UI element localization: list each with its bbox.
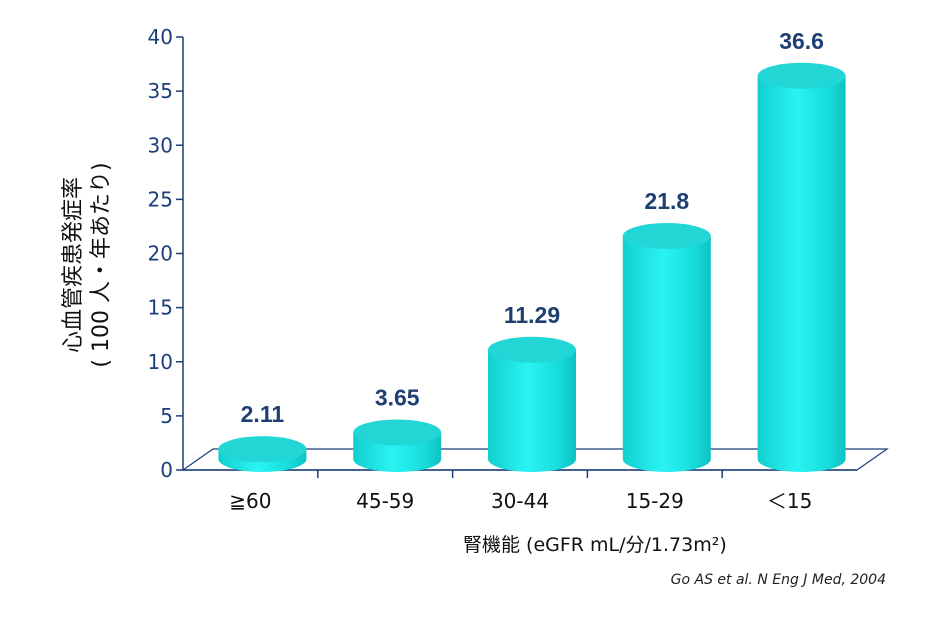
bar-top bbox=[218, 436, 307, 463]
bar bbox=[353, 419, 442, 472]
bar-top bbox=[488, 336, 576, 363]
bar-value-label: 36.6 bbox=[779, 28, 824, 54]
y-axis-title: 心血管疾患発症率 ( 100 人・年あたり) bbox=[48, 150, 120, 380]
bar-value-label: 2.11 bbox=[241, 401, 285, 427]
y-axis-title-line-2: ( 100 人・年あたり) bbox=[89, 162, 114, 368]
bar-top bbox=[622, 223, 711, 250]
y-tick-label: 30 bbox=[148, 133, 173, 157]
y-tick-label: 15 bbox=[148, 296, 173, 320]
x-axis-title: 腎機能 (eGFR mL/分/1.73m²) bbox=[463, 534, 727, 556]
x-tick-label: ＜15 bbox=[767, 489, 812, 513]
bar-top bbox=[353, 419, 442, 446]
x-tick-label: 30-44 bbox=[491, 489, 549, 513]
y-tick-label: 40 bbox=[148, 25, 173, 49]
bar bbox=[218, 436, 307, 472]
y-tick-label: 35 bbox=[148, 79, 173, 103]
y-tick-label: 0 bbox=[160, 458, 173, 482]
x-tick-label: ≧60 bbox=[229, 489, 271, 513]
x-tick-label: 15-29 bbox=[626, 489, 684, 513]
y-tick-label: 25 bbox=[148, 187, 173, 211]
bar bbox=[622, 223, 711, 472]
bar bbox=[757, 62, 846, 473]
bar-value-label: 21.8 bbox=[644, 188, 689, 214]
source-citation: Go AS et al. N Eng J Med, 2004 bbox=[670, 572, 886, 588]
bar bbox=[488, 336, 576, 472]
bar-top bbox=[757, 62, 846, 89]
y-tick-label: 20 bbox=[148, 242, 173, 266]
bar-value-label: 11.29 bbox=[504, 302, 560, 328]
y-tick-label: 10 bbox=[148, 350, 173, 374]
y-tick-label: 5 bbox=[160, 404, 173, 428]
bar-body bbox=[488, 349, 576, 472]
bar-value-label: 3.65 bbox=[375, 384, 420, 410]
bar-body bbox=[622, 236, 711, 472]
x-tick-label: 45-59 bbox=[356, 489, 414, 513]
bar-body bbox=[757, 75, 846, 473]
